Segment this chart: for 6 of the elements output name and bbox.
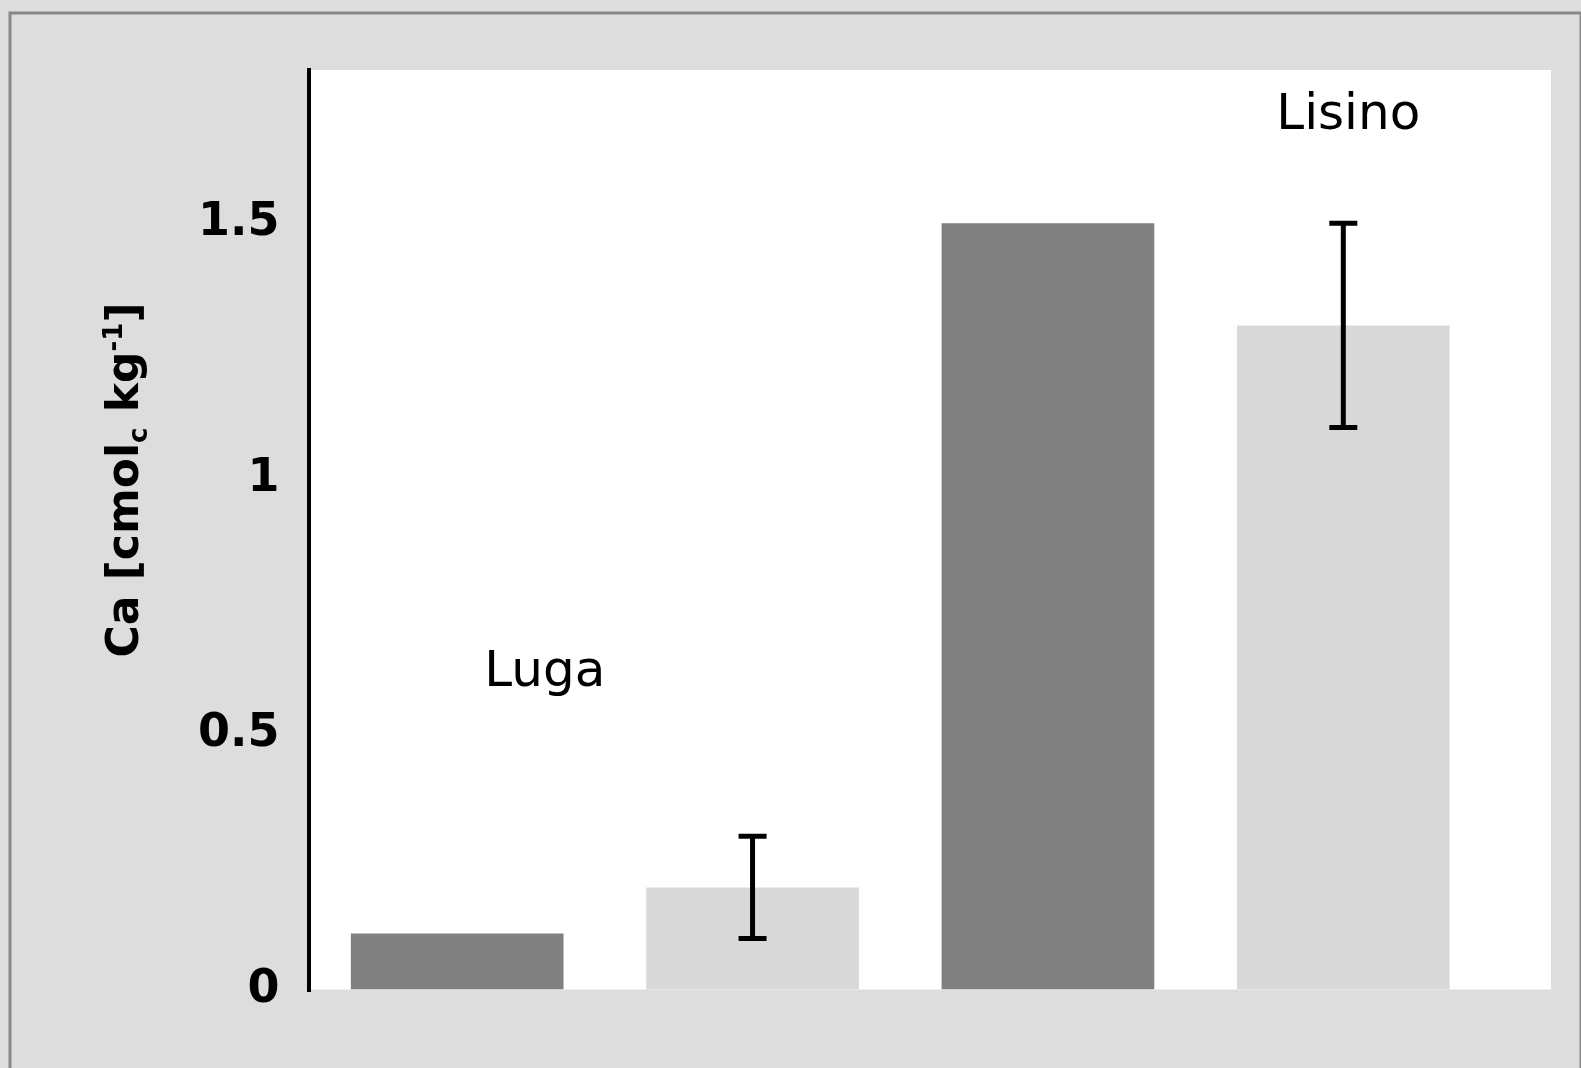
y-tick-label: 0.5 — [197, 703, 280, 758]
annotation: Luga — [484, 639, 606, 698]
y-tick-label: 0 — [247, 958, 280, 1013]
y-tick-label: 1.5 — [197, 192, 280, 247]
annotation: Lisino — [1276, 82, 1421, 141]
y-tick-label: 1 — [247, 447, 280, 502]
